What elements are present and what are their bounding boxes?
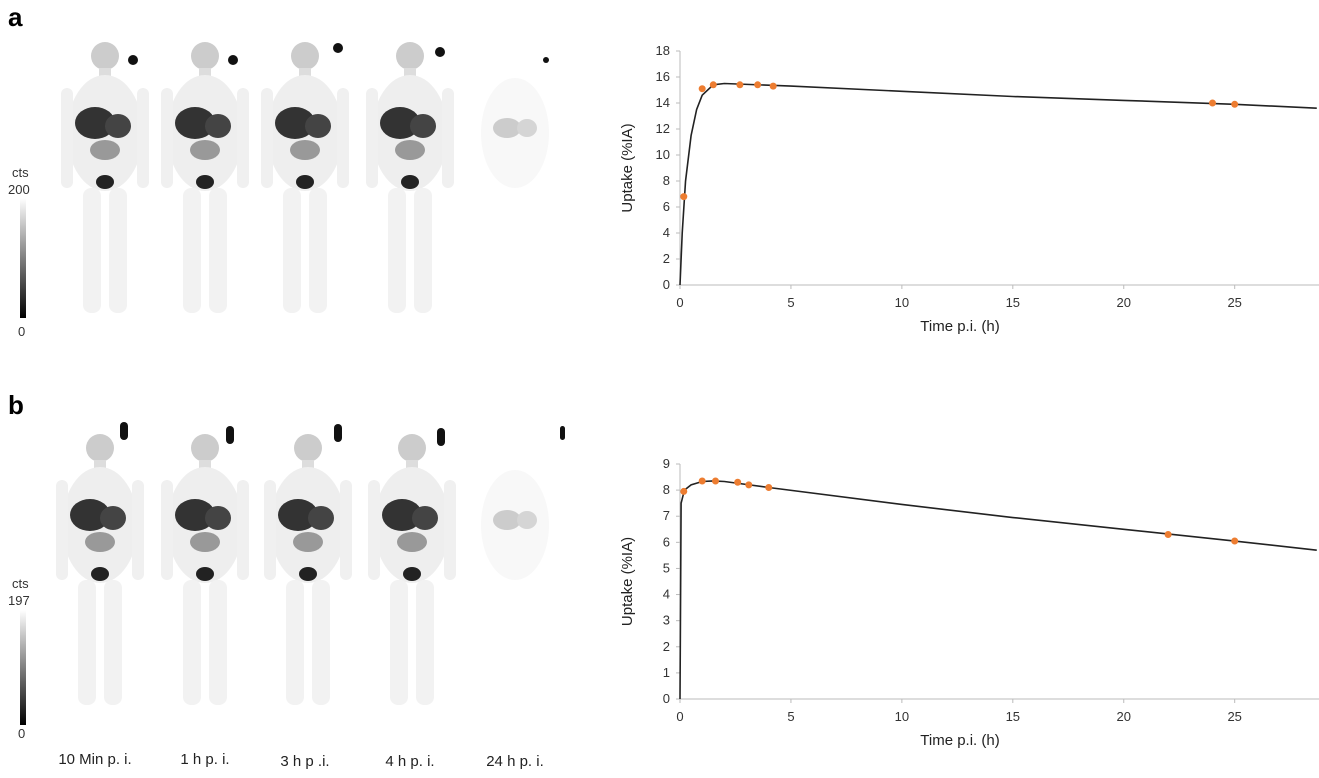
y-tick-label: 4 bbox=[663, 225, 670, 240]
x-tick-label: 20 bbox=[1117, 295, 1131, 310]
data-point bbox=[1231, 537, 1239, 545]
data-point bbox=[712, 477, 719, 485]
y-tick-label: 18 bbox=[656, 43, 670, 58]
x-tick-label: 20 bbox=[1117, 709, 1131, 724]
x-tick-label: 10 bbox=[895, 295, 909, 310]
scan bbox=[481, 470, 549, 580]
time-label: 4 h p. i. bbox=[385, 753, 434, 770]
panel-label: b bbox=[8, 390, 24, 420]
data-point bbox=[754, 81, 762, 89]
data-point bbox=[698, 85, 706, 93]
time-label: 24 h p. i. bbox=[486, 753, 544, 770]
colorbar-min: 0 bbox=[18, 324, 25, 339]
scan bbox=[368, 434, 456, 705]
x-tick-label: 0 bbox=[676, 709, 683, 724]
colorbar-label: cts bbox=[12, 165, 29, 180]
colorbar-max: 197 bbox=[8, 593, 30, 608]
data-point bbox=[765, 484, 773, 491]
fit-curve bbox=[679, 82, 1317, 286]
data-point bbox=[680, 487, 688, 495]
scan bbox=[161, 434, 249, 705]
scan bbox=[481, 78, 549, 188]
colorbar-label: cts bbox=[12, 576, 29, 591]
fit-curve bbox=[679, 480, 1317, 700]
scan bbox=[264, 434, 352, 705]
data-point bbox=[736, 81, 744, 89]
y-tick-label: 4 bbox=[663, 587, 670, 602]
y-tick-label: 12 bbox=[656, 121, 670, 136]
y-tick-label: 10 bbox=[656, 147, 670, 162]
y-tick-label: 3 bbox=[663, 613, 670, 628]
data-point bbox=[1209, 99, 1216, 107]
data-point bbox=[745, 481, 753, 489]
scans-b bbox=[56, 422, 565, 705]
y-tick-label: 8 bbox=[663, 173, 670, 188]
data-point bbox=[769, 82, 777, 90]
x-tick-label: 25 bbox=[1227, 709, 1241, 724]
y-tick-label: 0 bbox=[663, 277, 670, 292]
y-tick-label: 6 bbox=[663, 534, 670, 549]
scan bbox=[61, 42, 149, 313]
scan bbox=[366, 42, 454, 313]
x-axis-label: Time p.i. (h) bbox=[920, 318, 999, 335]
colorbar-max: 200 bbox=[8, 182, 30, 197]
scan bbox=[161, 42, 249, 313]
y-tick-label: 2 bbox=[663, 251, 670, 266]
panel-label: a bbox=[8, 2, 23, 32]
data-point bbox=[709, 81, 717, 89]
data-point bbox=[734, 478, 742, 486]
data-point bbox=[680, 193, 688, 201]
x-tick-label: 5 bbox=[787, 295, 794, 310]
colorbar bbox=[20, 198, 26, 318]
colorbar bbox=[20, 610, 26, 725]
x-tick-label: 10 bbox=[895, 709, 909, 724]
x-axis-label: Time p.i. (h) bbox=[920, 732, 999, 749]
data-point bbox=[1164, 531, 1172, 538]
time-label: 3 h p .i. bbox=[280, 753, 329, 770]
y-tick-label: 6 bbox=[663, 199, 670, 214]
y-tick-label: 14 bbox=[656, 95, 670, 110]
x-tick-label: 15 bbox=[1006, 709, 1020, 724]
scan bbox=[261, 42, 349, 313]
x-tick-label: 15 bbox=[1006, 295, 1020, 310]
data-point bbox=[1231, 100, 1239, 108]
data-point bbox=[698, 477, 706, 485]
y-axis-label: Uptake (%IA) bbox=[619, 123, 636, 212]
colorbar-min: 0 bbox=[18, 726, 25, 741]
time-label: 10 Min p. i. bbox=[58, 751, 131, 768]
y-tick-label: 5 bbox=[663, 560, 670, 575]
y-tick-label: 16 bbox=[656, 69, 670, 84]
y-tick-label: 1 bbox=[663, 665, 670, 680]
y-tick-label: 7 bbox=[663, 508, 670, 523]
scan bbox=[56, 434, 144, 705]
y-tick-label: 0 bbox=[663, 691, 670, 706]
x-tick-label: 0 bbox=[676, 295, 683, 310]
y-tick-label: 9 bbox=[663, 456, 670, 471]
time-label: 1 h p. i. bbox=[180, 751, 229, 768]
y-axis-label: Uptake (%IA) bbox=[619, 537, 636, 626]
scans-a bbox=[61, 42, 549, 313]
y-tick-label: 2 bbox=[663, 639, 670, 654]
x-tick-label: 25 bbox=[1227, 295, 1241, 310]
y-tick-label: 8 bbox=[663, 482, 670, 497]
x-tick-label: 5 bbox=[787, 709, 794, 724]
